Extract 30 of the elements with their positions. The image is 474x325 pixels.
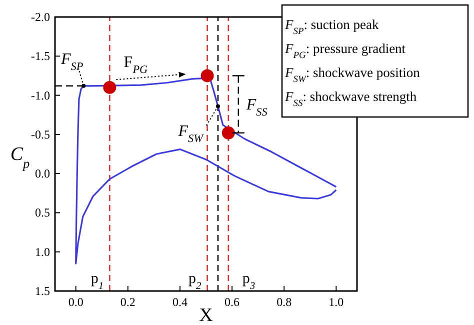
annotation: F$_{SS}$: shockwave strength bbox=[284, 89, 417, 109]
y-axis-title: C$_{p}$ bbox=[10, 144, 30, 170]
x-axis-title: X bbox=[199, 305, 214, 325]
x-tick-label: 0.8 bbox=[276, 295, 292, 309]
annotation: F$_{PG}$: pressure gradient bbox=[284, 41, 406, 61]
ref-line-label: p$_{3}$ bbox=[242, 271, 256, 292]
x-tick-label: 0.4 bbox=[172, 295, 188, 309]
annotation: F$_{PG}$ bbox=[124, 54, 148, 76]
y-tick-label: 0.5 bbox=[35, 206, 50, 220]
y-tick-label: -1.5 bbox=[31, 49, 50, 64]
y-tick-label: 1.0 bbox=[35, 244, 50, 259]
y-tick-label: 0.0 bbox=[35, 166, 50, 181]
x-tick-label: 0.6 bbox=[224, 295, 240, 309]
y-tick-label: -1.0 bbox=[31, 88, 50, 102]
y-tick-label: -0.5 bbox=[31, 127, 50, 142]
y-tick-label: -2.0 bbox=[31, 10, 50, 24]
x-tick-label: 0.2 bbox=[120, 295, 136, 309]
x-tick-label: 0.0 bbox=[68, 295, 84, 309]
ref-line-label: p$_{1}$ bbox=[90, 271, 104, 292]
ref-line-label: p$_{2}$ bbox=[188, 271, 202, 292]
point bbox=[222, 126, 235, 140]
point bbox=[103, 80, 116, 94]
x-tick-label: 1.0 bbox=[328, 295, 344, 309]
point bbox=[200, 69, 214, 82]
annotation: F$_{SS}$ bbox=[245, 96, 268, 118]
annotation: F$_{SW}$: shockwave position bbox=[284, 65, 420, 85]
y-tick-label: 1.5 bbox=[35, 284, 50, 298]
annotation: F$_{SP}$ bbox=[60, 50, 84, 73]
annotation: F$_{SP}$: suction peak bbox=[284, 17, 379, 37]
annotation: F$_{SW}$ bbox=[177, 123, 205, 146]
